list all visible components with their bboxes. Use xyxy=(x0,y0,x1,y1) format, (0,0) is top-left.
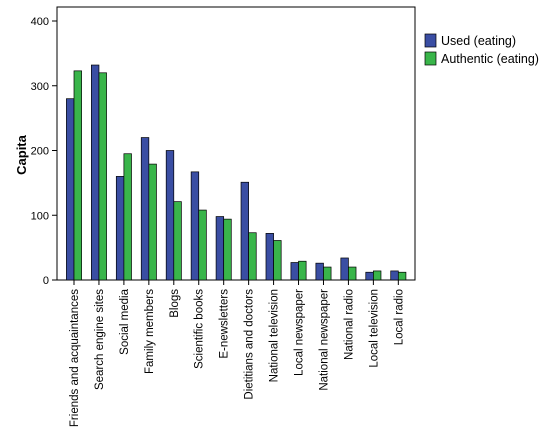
bar-used-8 xyxy=(265,233,274,281)
x-tick-label: Social media xyxy=(119,288,131,354)
x-tick-label: Family members xyxy=(144,289,156,374)
y-tick-label: 100 xyxy=(31,210,49,222)
y-tick-label: 0 xyxy=(43,275,49,287)
bar-used-12 xyxy=(365,271,374,281)
x-tick-label: Friends and acquaintances xyxy=(69,289,81,427)
bar-used-3 xyxy=(140,137,150,281)
x-tick-label: National television xyxy=(269,289,281,382)
bar-used-13 xyxy=(390,270,399,281)
plot-area-border xyxy=(56,6,416,281)
legend: Used (eating) Authentic (eating) xyxy=(424,33,539,66)
bar-used-4 xyxy=(165,150,175,281)
legend-swatch-authentic xyxy=(424,51,437,66)
y-tick-label: 400 xyxy=(31,16,49,28)
plot-frame xyxy=(56,6,416,281)
bar-authentic-4 xyxy=(173,201,182,281)
x-tick-label: Local television xyxy=(368,289,380,368)
bar-used-0 xyxy=(66,98,75,281)
legend-label-authentic: Authentic (eating) xyxy=(441,52,539,66)
y-axis-label: Capita xyxy=(14,134,29,175)
bar-used-7 xyxy=(240,181,249,281)
x-tick-label: Blogs xyxy=(169,289,181,318)
y-axis: 0 100 200 300 400 xyxy=(31,16,57,287)
bar-authentic-6 xyxy=(223,218,232,281)
bar-used-1 xyxy=(90,64,100,281)
bar-authentic-12 xyxy=(373,270,382,281)
x-axis: Friends and acquaintances Search engine s… xyxy=(69,280,405,427)
legend-label-used: Used (eating) xyxy=(441,34,516,48)
bar-authentic-10 xyxy=(323,266,332,281)
y-tick-label: 300 xyxy=(31,81,49,93)
x-tick-label: Search engine sites xyxy=(94,289,106,390)
bar-used-10 xyxy=(315,262,324,281)
bar-authentic-11 xyxy=(348,266,357,281)
bar-authentic-7 xyxy=(248,232,257,281)
bar-used-11 xyxy=(340,257,349,281)
bar-authentic-5 xyxy=(198,209,207,281)
bar-authentic-8 xyxy=(273,240,282,281)
bar-authentic-13 xyxy=(397,271,407,281)
bars xyxy=(66,64,407,281)
y-tick-label: 200 xyxy=(31,146,49,158)
bar-authentic-1 xyxy=(98,72,107,281)
bar-authentic-9 xyxy=(298,260,307,281)
bar-used-5 xyxy=(190,171,200,281)
x-tick-label: National newspaper xyxy=(318,289,330,391)
x-tick-label: Local newspaper xyxy=(294,289,306,376)
x-tick-label: Local radio xyxy=(393,289,405,345)
bar-authentic-0 xyxy=(73,70,82,281)
bar-authentic-2 xyxy=(123,153,132,281)
legend-swatch-used xyxy=(424,33,437,48)
x-tick-label: Scientific books xyxy=(194,289,206,369)
x-tick-label: National radio xyxy=(343,289,355,360)
bar-used-2 xyxy=(115,176,125,281)
bar-authentic-3 xyxy=(148,163,157,281)
x-tick-label: E-newsletters xyxy=(219,289,231,359)
bar-used-6 xyxy=(215,216,225,281)
x-tick-label: Dietitians and doctors xyxy=(244,289,256,400)
bar-used-9 xyxy=(290,262,299,281)
